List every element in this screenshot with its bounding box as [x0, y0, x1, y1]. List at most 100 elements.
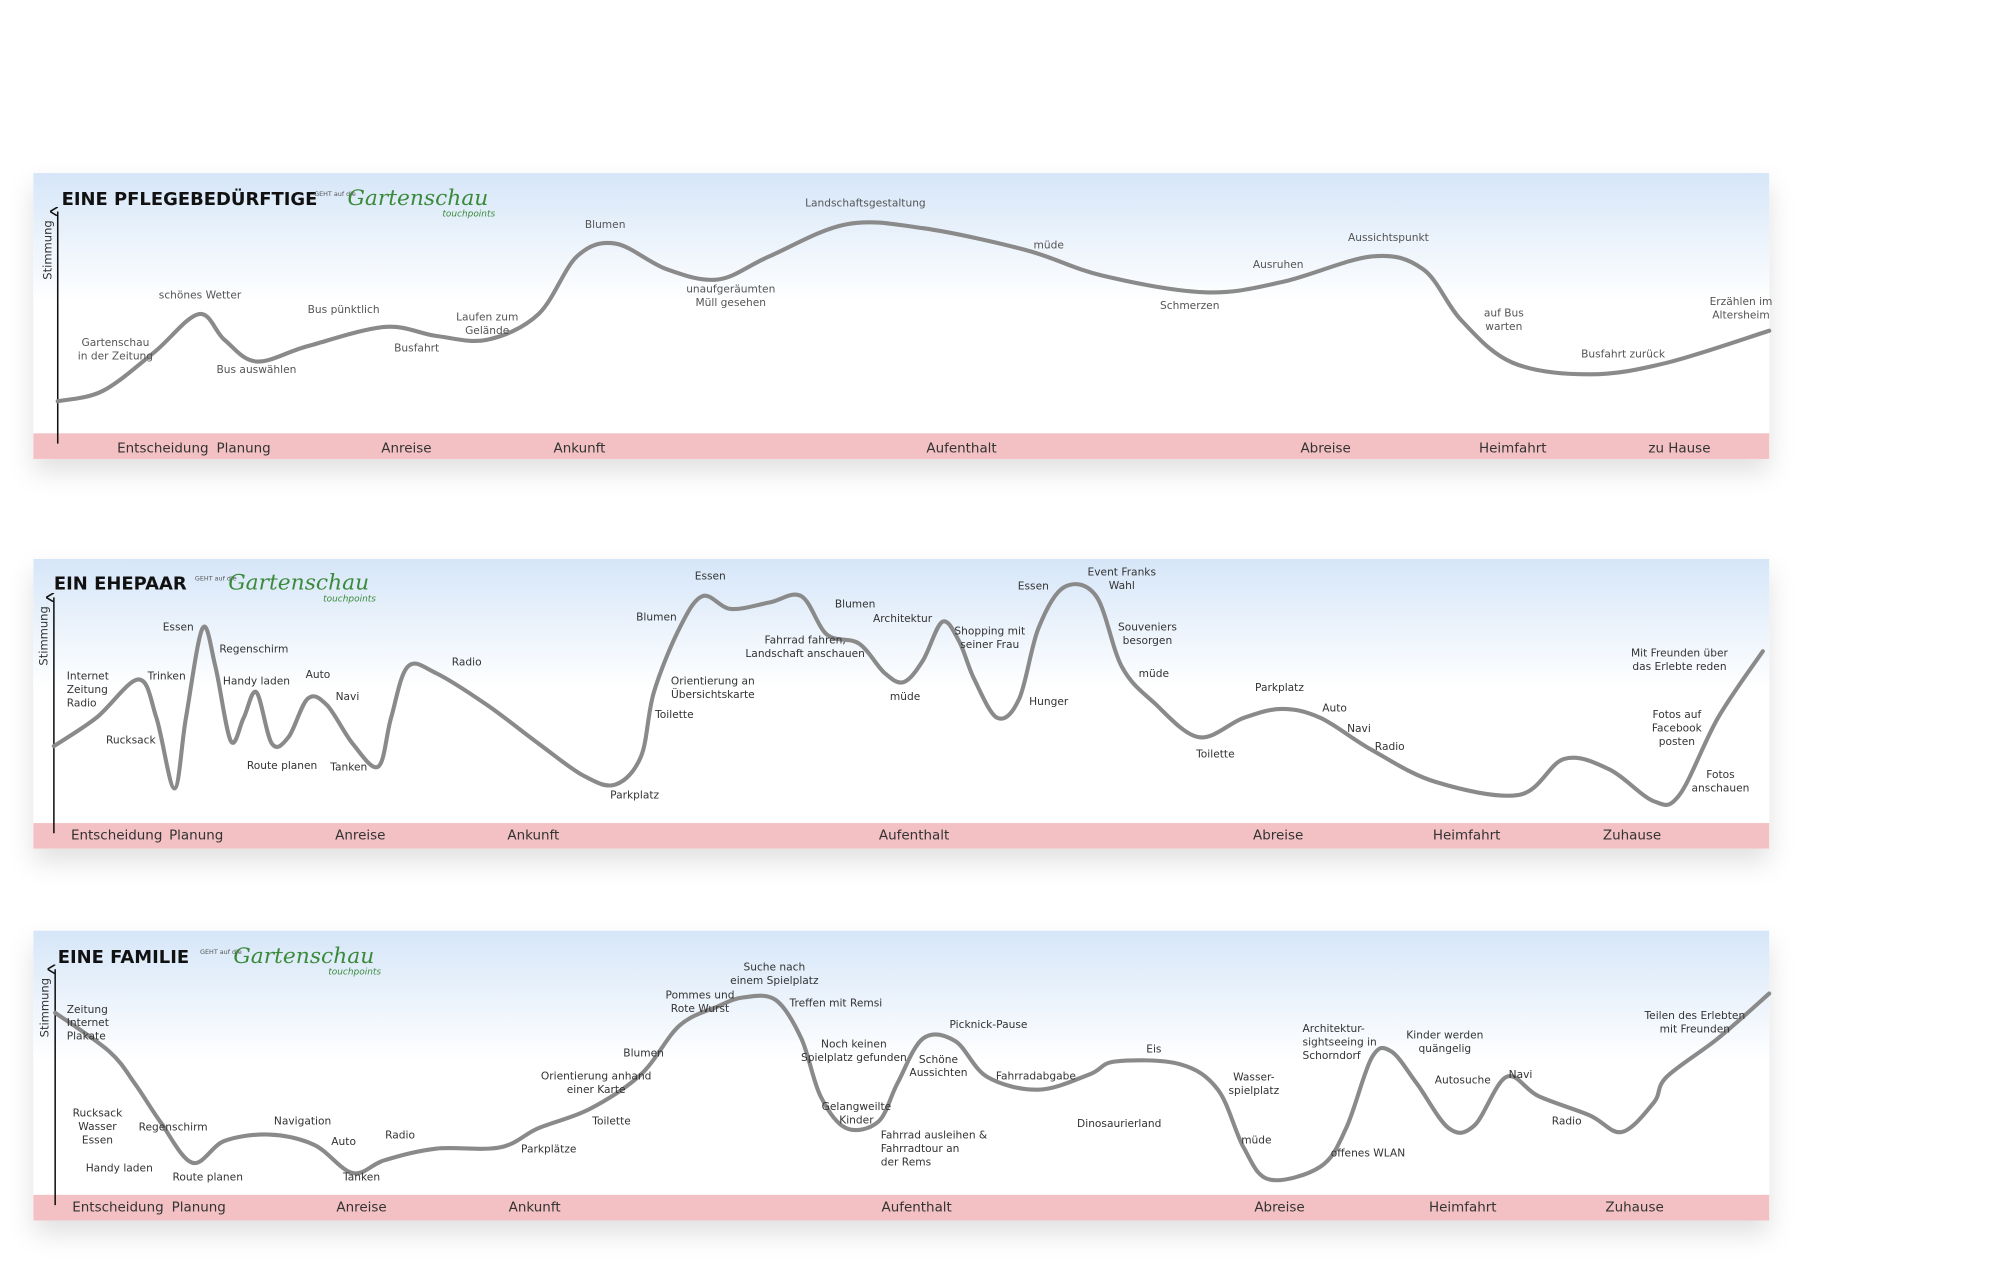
touchpoint-label: Navi — [1347, 722, 1371, 735]
touchpoint-line: Auto — [331, 1135, 356, 1148]
touchpoint-line: Dinosaurierland — [1077, 1117, 1161, 1130]
touchpoint-label: Erzählen im Altersheim — [1710, 295, 1773, 321]
touchpoint-line: Essen — [1018, 580, 1049, 593]
touchpoint-line: Gelangweilte — [822, 1100, 892, 1113]
touchpoint-line: Altersheim — [1712, 309, 1769, 322]
mood-curve — [55, 220, 1772, 404]
touchpoint-label: Bus auswählen — [217, 363, 297, 376]
touchpoint-line: seiner Frau — [960, 638, 1019, 651]
touchpoint-line: Orientierung anhand — [541, 1069, 652, 1082]
touchpoint-label: Navi — [1509, 1068, 1533, 1081]
phase-label: Entscheidung — [71, 829, 162, 844]
touchpoint-label: Orientierung anhand einer Karte — [541, 1069, 652, 1095]
touchpoint-line: Toilette — [1195, 748, 1235, 761]
touchpoint-label: Laufen zum Gelände — [456, 310, 518, 336]
touchpoint-line: Erzählen im — [1710, 295, 1773, 308]
touchpoint-label: auf Bus warten — [1484, 307, 1524, 333]
touchpoint-line: Radio — [1552, 1114, 1582, 1127]
phase-label: Anreise — [381, 442, 431, 457]
touchpoint-label: Blumen — [585, 218, 626, 231]
touchpoint-line: Handy laden — [223, 675, 290, 688]
phase-label: Zuhause — [1605, 1200, 1663, 1215]
touchpoint-line: offenes WLAN — [1331, 1146, 1405, 1159]
phase-label: Aufenthalt — [926, 442, 996, 457]
touchpoint-label: Fahrradabgabe — [996, 1069, 1076, 1082]
touchpoint-line: Navigation — [274, 1114, 331, 1127]
touchpoint-label: Noch keinen Spielplatz gefunden — [801, 1037, 907, 1063]
phase-label: Ankunft — [554, 442, 606, 457]
panel-title: EINE PFLEGEBEDÜRFTIGE — [62, 188, 318, 210]
phase-bar — [33, 823, 1770, 849]
touchpoint-label: Auto — [306, 668, 331, 681]
touchpoint-line: Navi — [1509, 1068, 1533, 1081]
touchpoint-label: Zeitung Internet Plakate — [67, 1003, 109, 1043]
touchpoint-line: Route planen — [247, 759, 317, 772]
logo-sub: touchpoints — [442, 210, 495, 220]
axis-label: Stimmung — [38, 978, 52, 1037]
touchpoint-line: Parkplatz — [1255, 681, 1304, 694]
touchpoint-line: müde — [1034, 239, 1064, 252]
touchpoint-line: Regenschirm — [219, 643, 288, 656]
logo-script: Gartenschau — [228, 571, 369, 596]
touchpoint-label: Auto — [1322, 702, 1347, 715]
touchpoint-line: Zeitung — [67, 1003, 108, 1016]
touchpoint-line: Navi — [336, 690, 360, 703]
touchpoint-label: Ausruhen — [1253, 258, 1304, 271]
touchpoint-label: schönes Wetter — [159, 289, 242, 302]
touchpoint-line: Suche nach — [743, 960, 805, 973]
touchpoint-label: Busfahrt — [394, 341, 439, 354]
touchpoint-label: Toilette — [591, 1114, 631, 1127]
touchpoint-label: Kinder werden quängelig — [1406, 1028, 1483, 1054]
touchpoint-line: sightseeing in — [1303, 1035, 1377, 1048]
mood-curve — [51, 582, 1765, 807]
phase-label: Aufenthalt — [882, 1200, 952, 1215]
touchpoint-label: Suche nach einem Spielplatz — [730, 960, 819, 986]
touchpoint-label: Tanken — [342, 1171, 380, 1184]
axis-label: Stimmung — [36, 606, 50, 665]
touchpoint-line: der Rems — [881, 1155, 932, 1168]
touchpoint-label: Gartenschau in der Zeitung — [78, 336, 153, 362]
touchpoint-label: Hunger — [1029, 695, 1069, 708]
touchpoint-label: Essen — [163, 621, 194, 634]
touchpoint-label: Wasser-spielplatz — [1229, 1071, 1280, 1097]
phase-label: Heimfahrt — [1429, 1200, 1497, 1215]
touchpoint-label: Architektur — [873, 612, 933, 625]
touchpoint-line: Busfahrt — [394, 341, 439, 354]
touchpoint-line: Bus pünktlich — [308, 303, 380, 316]
mood-curve — [53, 991, 1772, 1183]
touchpoint-line: Handy laden — [86, 1162, 153, 1175]
touchpoint-line: Facebook — [1652, 721, 1703, 734]
phase-label: Abreise — [1253, 829, 1303, 844]
touchpoint-line: Aussichten — [909, 1066, 967, 1079]
touchpoint-label: Handy laden — [86, 1162, 153, 1175]
touchpoint-line: Landschaftsgestaltung — [805, 196, 926, 209]
touchpoint-line: Laufen zum — [456, 310, 518, 323]
phase-bar — [33, 433, 1770, 459]
phase-label: Zuhause — [1603, 829, 1661, 844]
phase-label: Ankunft — [507, 829, 559, 844]
touchpoint-line: auf Bus — [1484, 307, 1524, 320]
phase-bar — [33, 1194, 1770, 1221]
touchpoint-line: Bus auswählen — [217, 363, 297, 376]
touchpoint-label: Pommes und Rote Wurst — [666, 989, 735, 1015]
touchpoint-label: Fahrrad fahren, Landschaft anschauen — [745, 634, 865, 660]
touchpoint-line: einem Spielplatz — [730, 974, 819, 987]
touchpoint-line: Parkplatz — [610, 789, 659, 802]
touchpoint-line: Gelände — [465, 324, 509, 337]
touchpoint-line: Landschaft anschauen — [745, 647, 865, 660]
touchpoint-line: posten — [1659, 735, 1695, 748]
touchpoint-line: Schöne — [919, 1053, 958, 1066]
touchpoint-line: Wahl — [1109, 579, 1135, 592]
touchpoint-label: Landschaftsgestaltung — [805, 196, 926, 209]
touchpoint-label: unaufgeräumten Müll gesehen — [686, 282, 775, 308]
touchpoint-label: Internet Zeitung Radio — [67, 669, 109, 709]
touchpoint-label: Picknick-Pause — [950, 1018, 1028, 1031]
touchpoint-label: Blumen — [636, 610, 677, 623]
touchpoint-line: Blumen — [835, 598, 876, 611]
phase-label: Anreise — [335, 829, 385, 844]
logo-sub: touchpoints — [328, 967, 381, 977]
logo-script: Gartenschau — [233, 944, 374, 969]
touchpoint-label: Parkplatz — [610, 789, 659, 802]
